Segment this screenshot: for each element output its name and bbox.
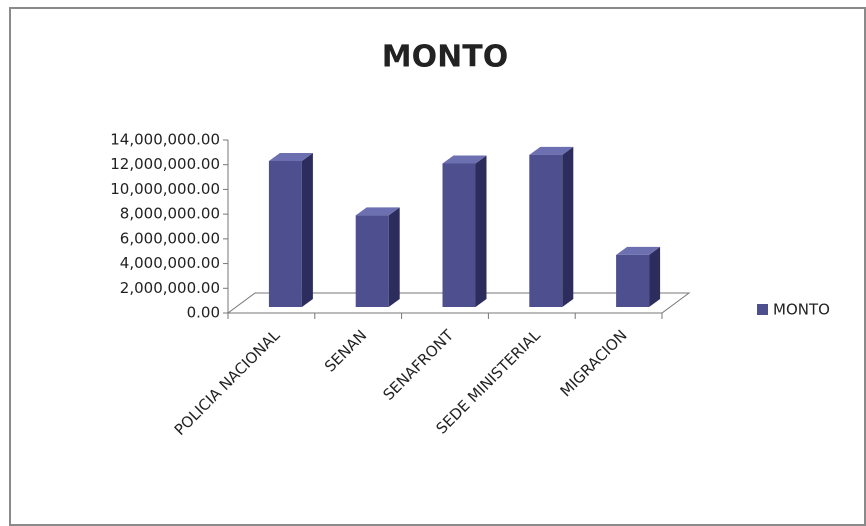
bar (616, 254, 650, 307)
bar (355, 215, 389, 307)
y-tick-label: 6,000,000.00 (120, 229, 220, 247)
bar-top (355, 207, 400, 216)
floor (226, 292, 691, 314)
chart-title: MONTO (382, 40, 508, 75)
chart-frame (9, 7, 866, 526)
bar-side (475, 155, 487, 307)
y-tick-label: 2,000,000.00 (120, 279, 220, 297)
bar-top (268, 153, 313, 162)
bar-top (616, 246, 661, 255)
y-tick-label: 14,000,000.00 (110, 131, 220, 149)
bar (442, 163, 476, 307)
bar-side (301, 153, 313, 307)
y-tick-label: 12,000,000.00 (110, 155, 220, 173)
bar-side (649, 246, 661, 307)
y-tick-label: 8,000,000.00 (120, 205, 220, 223)
bar (268, 161, 302, 307)
legend-label: MONTO (773, 301, 830, 319)
y-tick-label: 4,000,000.00 (120, 254, 220, 272)
bar-side (388, 207, 400, 307)
bar (529, 154, 563, 307)
bar-top (442, 155, 487, 164)
y-tick-label: 10,000,000.00 (110, 180, 220, 198)
bar-side (562, 146, 574, 307)
legend-swatch (757, 304, 768, 315)
y-tick-label: 0.00 (187, 304, 220, 322)
bar-top (529, 146, 574, 155)
